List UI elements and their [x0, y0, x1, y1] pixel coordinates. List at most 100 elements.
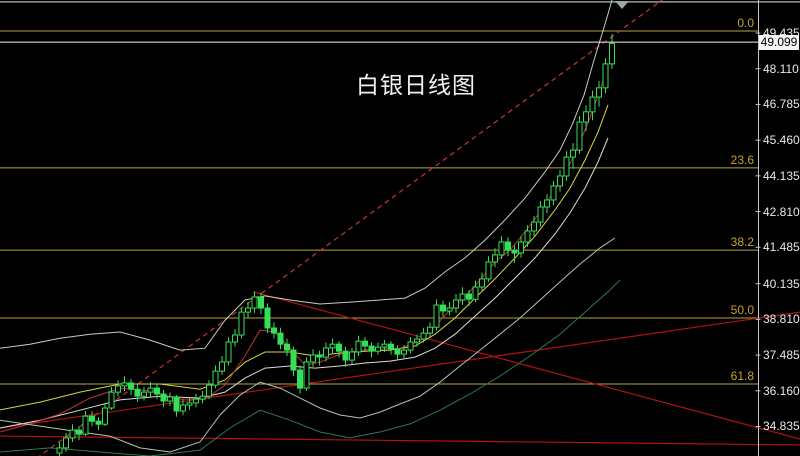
candle-body — [570, 149, 576, 158]
overlay-ma-white — [0, 137, 609, 429]
candle-body — [297, 369, 303, 389]
candle-body — [550, 185, 557, 201]
overlay-bollinger-lower — [0, 237, 616, 453]
candle-body — [264, 307, 271, 329]
candle-body — [95, 420, 102, 425]
price-tick-label: 48.110 — [763, 61, 799, 76]
candle-body — [193, 398, 199, 404]
candle-body — [609, 42, 615, 65]
candle-body — [108, 391, 115, 409]
candle-body — [557, 175, 563, 187]
price-tick-label: 42.810 — [763, 204, 800, 219]
price-tick-label: 41.485 — [763, 240, 800, 255]
candle-body — [303, 361, 310, 389]
candle-body — [524, 230, 531, 243]
candle-body — [277, 332, 284, 345]
candle-body — [310, 354, 316, 363]
candle-body — [440, 304, 446, 312]
candle-body — [401, 349, 407, 355]
fib-label-38.2: 38.2 — [730, 235, 754, 250]
candle-body — [115, 385, 121, 393]
price-tick-label: 44.135 — [763, 168, 800, 183]
candle-body — [576, 121, 583, 151]
candle-body — [102, 407, 108, 425]
candle-body — [342, 350, 349, 361]
candle-body — [589, 96, 596, 113]
candle-body — [89, 415, 95, 422]
candle-body — [154, 387, 160, 395]
candle-body — [271, 327, 277, 334]
candle-body — [225, 341, 232, 363]
candle-body — [420, 332, 427, 340]
candle-body — [531, 221, 537, 232]
candle-body — [394, 348, 401, 355]
candle-body — [349, 351, 355, 361]
candle-body — [596, 87, 602, 98]
candle-body — [414, 338, 420, 343]
candle-body — [258, 296, 264, 309]
current-price-badge: 49.099 — [759, 34, 799, 50]
candle-body — [128, 382, 134, 390]
trendline-baseline-horizontal — [0, 435, 800, 446]
candle-body — [206, 384, 212, 397]
price-tick-label: 38.810 — [763, 312, 800, 327]
price-tick-label: 45.460 — [763, 133, 800, 148]
candle-body — [492, 254, 498, 263]
candle-body — [219, 361, 225, 372]
price-tick-label: 34.835 — [763, 419, 800, 434]
candle-body — [537, 206, 544, 223]
chart-title: 白银日线图 — [356, 73, 476, 98]
peak-marker-icon — [615, 1, 629, 9]
price-tick-label: 46.785 — [763, 97, 800, 112]
candle-body — [544, 199, 550, 208]
candle-body — [186, 402, 193, 406]
candle-body — [167, 396, 173, 402]
fib-label-0.0: 0.0 — [737, 15, 754, 30]
candle-body — [329, 343, 336, 349]
overlay-bollinger-lower-outer — [0, 279, 621, 456]
candle-body — [472, 286, 479, 300]
trendline-uptrend-dashed — [38, 0, 663, 456]
candle-body — [232, 334, 238, 343]
candle-body — [238, 311, 245, 336]
candle-body — [485, 261, 492, 280]
candle-body — [362, 340, 368, 347]
candle-body — [121, 382, 128, 387]
candle-body — [323, 347, 329, 358]
candle-body — [518, 241, 524, 254]
candle-body — [453, 299, 459, 309]
candle-body — [368, 345, 375, 352]
candle-body — [82, 415, 89, 435]
candle-body — [375, 346, 381, 352]
candle-body — [251, 296, 258, 309]
candle-body — [427, 326, 433, 334]
candle-body — [316, 354, 323, 358]
candle-body — [563, 156, 570, 177]
price-tick-label: 40.135 — [763, 276, 800, 291]
candle-body — [141, 391, 147, 397]
candle-body — [583, 111, 589, 123]
fib-label-61.8: 61.8 — [730, 369, 754, 384]
candle-body — [134, 388, 141, 397]
price-tick-label: 36.160 — [763, 383, 800, 398]
candle-body — [147, 387, 154, 393]
candle-body — [180, 404, 186, 412]
candle-body — [336, 343, 342, 352]
candle-body — [511, 249, 518, 254]
candle-body — [433, 304, 440, 328]
candle-body — [355, 340, 362, 353]
candle-body — [56, 447, 63, 454]
candle-body — [173, 396, 180, 412]
candle-body — [69, 429, 76, 439]
candle-body — [63, 437, 69, 449]
fib-label-23.6: 23.6 — [730, 152, 754, 167]
candle-body — [479, 278, 485, 288]
trendline-support-ascending — [0, 311, 800, 429]
candle-body — [245, 307, 251, 313]
candle-body — [446, 307, 453, 312]
candle-body — [498, 241, 505, 256]
fib-label-50.0: 50.0 — [730, 303, 754, 317]
candle-body — [76, 429, 82, 435]
